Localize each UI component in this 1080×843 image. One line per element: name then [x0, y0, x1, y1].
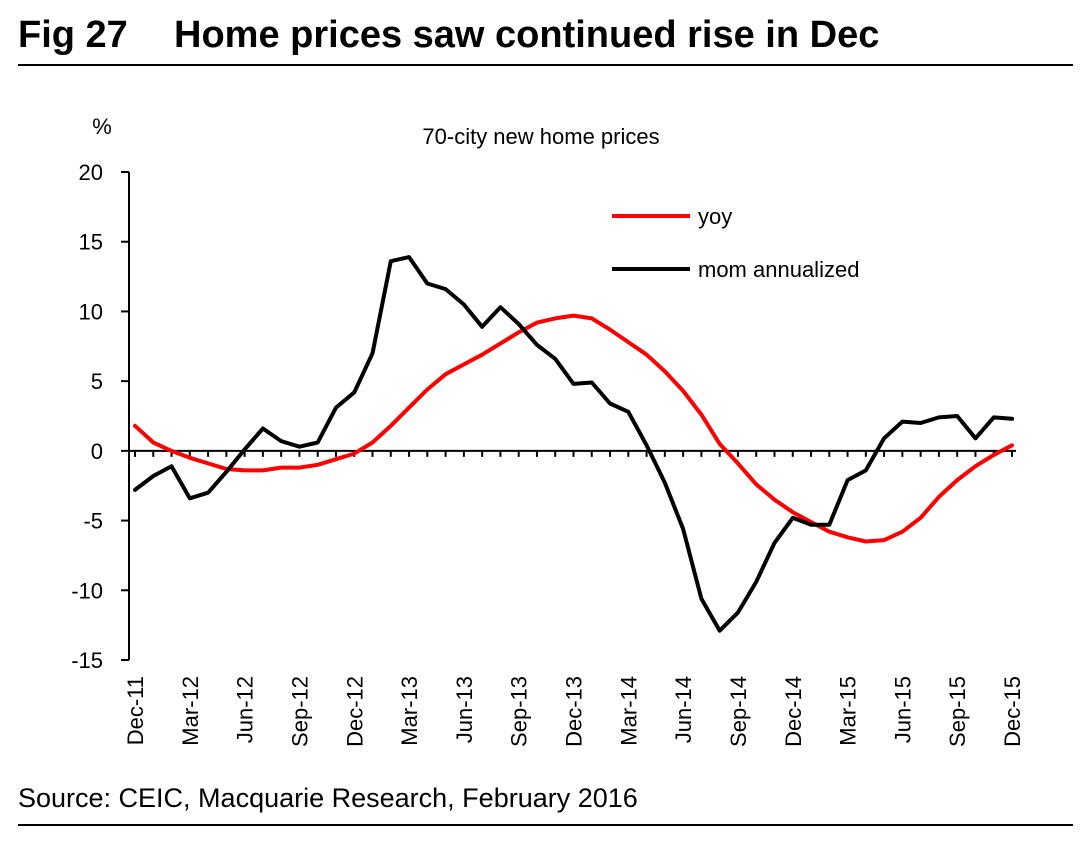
- x-tick-label: Sep-14: [726, 676, 751, 747]
- x-tick-label: Mar-12: [178, 676, 203, 746]
- series-line-mom-annualized: [133, 255, 1014, 633]
- x-tick-label: Dec-13: [562, 676, 587, 747]
- x-tick-label: Jun-15: [890, 676, 915, 743]
- figure-header: Fig 27 Home prices saw continued rise in…: [18, 10, 1073, 58]
- y-axis-unit-label: %: [92, 114, 112, 139]
- x-tick-label: Dec-15: [1000, 676, 1025, 747]
- y-tick-label: 0: [91, 439, 103, 464]
- y-tick-label: 5: [91, 369, 103, 394]
- y-tick-label: 20: [79, 160, 103, 185]
- figure-number: Fig 27: [18, 14, 128, 56]
- legend-label-yoy: yoy: [698, 204, 732, 229]
- chart-title: 70-city new home prices: [422, 124, 659, 149]
- legend-label-mom-annualized: mom annualized: [698, 257, 859, 282]
- figure-title: Home prices saw continued rise in Dec: [174, 14, 880, 56]
- y-tick-label: -5: [83, 509, 103, 534]
- legend: yoy mom annualized: [612, 204, 859, 282]
- x-tick-label: Dec-12: [342, 676, 367, 747]
- x-tick-label: Jun-12: [233, 676, 258, 743]
- y-tick-label: 10: [79, 299, 103, 324]
- x-tick-label: Dec-11: [123, 676, 148, 745]
- header-rule: [18, 64, 1073, 66]
- series-line-yoy: [133, 313, 1014, 544]
- x-tick-label: Mar-14: [616, 676, 641, 746]
- footer-rule: [18, 824, 1073, 826]
- source-note: Source: CEIC, Macquarie Research, Februa…: [18, 783, 638, 813]
- x-tick-label: Jun-14: [671, 676, 696, 743]
- y-tick-label: -10: [71, 578, 103, 603]
- y-tick-label: -15: [71, 648, 103, 673]
- x-tick-label: Mar-13: [397, 676, 422, 746]
- x-tick-label: Jun-13: [452, 676, 477, 743]
- x-tick-label: Dec-14: [781, 676, 806, 747]
- y-tick-label: 15: [79, 230, 103, 255]
- series-layer: [133, 255, 1014, 633]
- x-tick-label: Sep-13: [507, 676, 532, 747]
- x-tick-label: Sep-15: [945, 676, 970, 747]
- axes: 20 15 10 5 0 -5 -10 -15 Dec-11 Mar-12 Jun-12 Sep-1…: [71, 160, 1025, 747]
- x-tick-label: Mar-15: [836, 676, 861, 746]
- x-tick-label: Sep-12: [287, 676, 312, 747]
